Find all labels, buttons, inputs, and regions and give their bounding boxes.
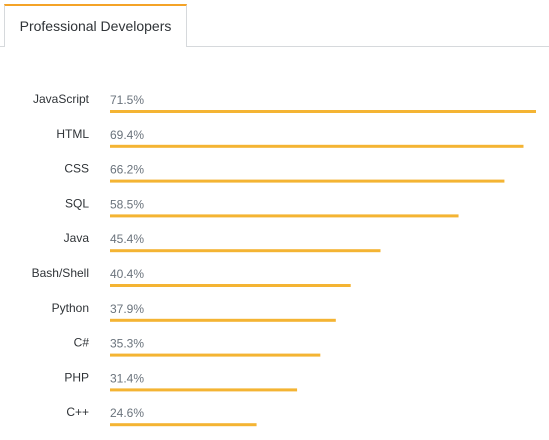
category-label: Bash/Shell (32, 266, 89, 280)
category-label: Python (52, 301, 89, 315)
bar-chart-svg: JavaScript 71.5% HTML 69.4% CSS 66.2% SQL 58.5%… (32, 92, 536, 427)
value-label: 58.5% (110, 197, 144, 211)
tab-strip: Professional Developers (0, 0, 549, 47)
category-label: C# (74, 336, 90, 350)
bar (110, 179, 505, 183)
value-label: 40.4% (110, 267, 144, 281)
value-label: 69.4% (110, 128, 144, 142)
bar (110, 214, 459, 218)
category-label: C++ (66, 405, 89, 419)
bar (110, 318, 336, 322)
bar (110, 353, 321, 357)
value-label: 66.2% (110, 163, 144, 177)
category-label: Java (64, 231, 90, 245)
value-label: 45.4% (110, 232, 144, 246)
category-label: CSS (64, 162, 89, 176)
tab-professional-developers[interactable]: Professional Developers (4, 4, 187, 47)
bar (110, 110, 536, 113)
bar (110, 284, 351, 287)
category-label: HTML (56, 127, 89, 141)
bar (110, 423, 257, 427)
category-label: JavaScript (33, 92, 90, 106)
value-label: 37.9% (110, 302, 144, 316)
value-label: 71.5% (110, 93, 144, 107)
bar (110, 144, 524, 148)
value-label: 35.3% (110, 337, 144, 351)
value-label: 24.6% (110, 406, 144, 420)
bar-chart: JavaScript 71.5% HTML 69.4% CSS 66.2% SQL 58.5%… (0, 80, 549, 440)
bar (110, 388, 298, 392)
category-label: SQL (65, 196, 89, 210)
tab-strip-baseline (0, 46, 549, 47)
value-label: 31.4% (110, 371, 144, 385)
bar (110, 249, 381, 253)
category-label: PHP (64, 370, 89, 384)
